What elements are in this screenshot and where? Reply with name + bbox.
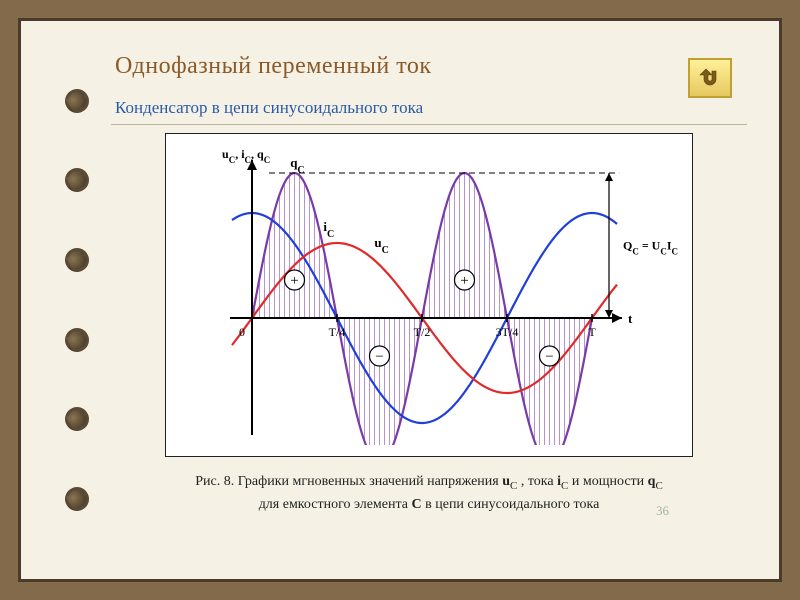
svg-text:iC: iC (323, 219, 334, 240)
slide-number: 36 (656, 503, 669, 519)
return-button[interactable] (688, 58, 732, 98)
svg-text:3T/4: 3T/4 (496, 325, 519, 339)
caption-sub: C (655, 480, 662, 492)
caption-sym: u (502, 474, 510, 489)
svg-text:t: t (628, 311, 633, 326)
chart-box: T/4T/23T/4T0tuC, iC, qCqCiCuCQC = UCIC+−… (165, 133, 693, 457)
svg-text:+: + (460, 273, 468, 289)
svg-text:uC, iC, qC: uC, iC, qC (222, 147, 270, 165)
svg-text:T: T (588, 325, 596, 339)
page-content: Однофазный переменный ток Конденсатор в … (111, 53, 747, 547)
caption-text: , тока (517, 474, 557, 489)
page-title: Однофазный переменный ток (111, 53, 747, 80)
svg-text:−: − (545, 349, 553, 365)
chart-container: T/4T/23T/4T0tuC, iC, qCqCiCuCQC = UCIC+−… (111, 133, 747, 457)
caption-text: Рис. 8. Графики мгновенных значений напр… (195, 474, 502, 489)
figure-caption: Рис. 8. Графики мгновенных значений напр… (111, 471, 747, 515)
svg-text:uC: uC (374, 235, 388, 256)
svg-text:+: + (290, 273, 298, 289)
caption-text: в цепи синусоидального тока (422, 497, 600, 512)
svg-text:0: 0 (239, 325, 245, 339)
u-turn-icon (696, 67, 724, 89)
svg-text:QC = UCIC: QC = UCIC (623, 239, 678, 257)
caption-text: и мощности (568, 474, 647, 489)
waveform-chart: T/4T/23T/4T0tuC, iC, qCqCiCuCQC = UCIC+−… (172, 140, 682, 445)
svg-text:T/2: T/2 (414, 325, 431, 339)
caption-text: для емкостного элемента (259, 497, 412, 512)
caption-sym: C (412, 497, 422, 512)
page-subtitle: Конденсатор в цепи синусоидального тока (111, 98, 747, 118)
spiral-binding (65, 21, 95, 579)
divider (111, 124, 747, 125)
svg-text:T/4: T/4 (329, 325, 346, 339)
slide-frame: Однофазный переменный ток Конденсатор в … (18, 18, 782, 582)
svg-text:−: − (375, 349, 383, 365)
